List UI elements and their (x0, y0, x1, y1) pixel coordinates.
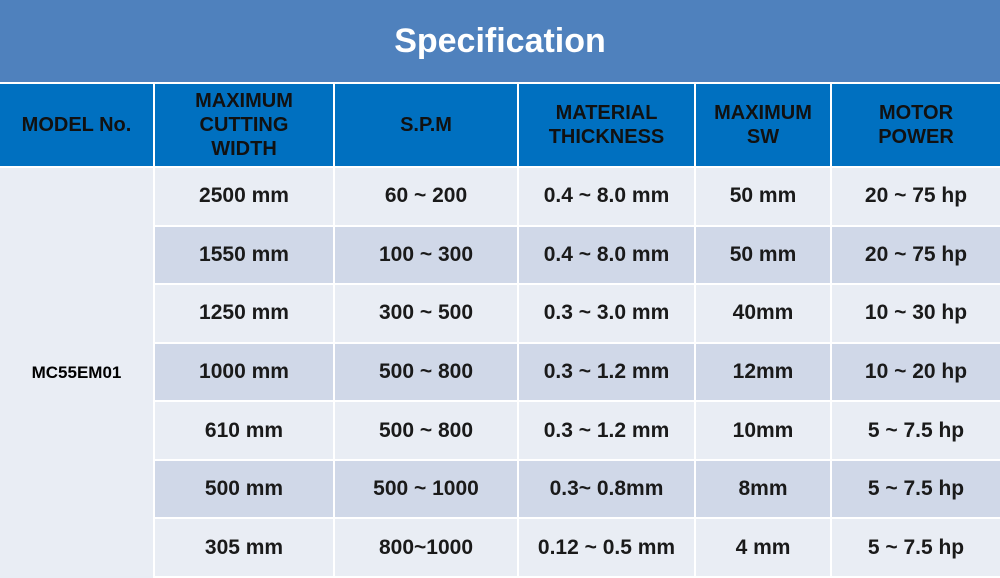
model-cell: MC55EM01 (0, 168, 153, 578)
table-cell: 12mm (696, 343, 830, 401)
header-line: MAXIMUM (195, 90, 293, 112)
table-cell: 5 ~ 7.5 hp (832, 460, 1000, 518)
column-header: S.P.M (335, 84, 517, 166)
header-line: MAXIMUM (714, 102, 812, 124)
header-line: MOTOR (878, 102, 954, 124)
table-cell: 0.3 ~ 1.2 mm (519, 343, 694, 401)
table-cell: 0.3 ~ 1.2 mm (519, 402, 694, 459)
table-cell: 10 ~ 30 hp (832, 285, 1000, 342)
header-line: MATERIAL (555, 102, 658, 124)
header-line: S.P.M (400, 114, 452, 136)
table-cell: 10 ~ 20 hp (832, 343, 1000, 401)
header-line: SW (746, 126, 780, 148)
table-cell: 0.3 ~ 3.0 mm (519, 285, 694, 342)
table-cell: 10mm (696, 402, 830, 459)
table-cell: 500 ~ 1000 (335, 460, 517, 518)
table-cell: 0.4 ~ 8.0 mm (519, 226, 694, 284)
title: Specification (0, 0, 1000, 82)
column-header: MOTOR POWER (832, 84, 1000, 166)
header-line: CUTTING (199, 114, 289, 136)
table-cell: 5 ~ 7.5 hp (832, 519, 1000, 576)
table-cell: 500 ~ 800 (335, 343, 517, 401)
table-cell: 1000 mm (155, 343, 333, 401)
table-cell: 610 mm (155, 402, 333, 459)
table-cell: 1550 mm (155, 226, 333, 284)
column-header: MATERIAL THICKNESS (519, 84, 694, 166)
header-line: MODEL No. (21, 114, 132, 136)
header-line: THICKNESS (548, 126, 665, 148)
table-cell: 20 ~ 75 hp (832, 168, 1000, 225)
table-cell: 8mm (696, 460, 830, 518)
column-header: MAXIMUM SW (696, 84, 830, 166)
table-cell: 20 ~ 75 hp (832, 226, 1000, 284)
column-header: MAXIMUM CUTTING WIDTH (155, 84, 333, 166)
header-line: POWER (878, 126, 954, 148)
table-cell: 50 mm (696, 168, 830, 225)
table-cell: 300 ~ 500 (335, 285, 517, 342)
table-cell: 500 ~ 800 (335, 402, 517, 459)
table-cell: 5 ~ 7.5 hp (832, 402, 1000, 459)
table-cell: 500 mm (155, 460, 333, 518)
table-cell: 40mm (696, 285, 830, 342)
table-cell: 0.4 ~ 8.0 mm (519, 168, 694, 225)
table-cell: 305 mm (155, 519, 333, 576)
table-cell: 60 ~ 200 (335, 168, 517, 225)
table-cell: 4 mm (696, 519, 830, 576)
table-cell: 2500 mm (155, 168, 333, 225)
table-cell: 0.12 ~ 0.5 mm (519, 519, 694, 576)
table-cell: 800~1000 (335, 519, 517, 576)
header-line: WIDTH (211, 138, 277, 160)
table-cell: 100 ~ 300 (335, 226, 517, 284)
table-cell: 1250 mm (155, 285, 333, 342)
table-cell: 50 mm (696, 226, 830, 284)
column-header: MODEL No. (0, 84, 153, 166)
table-cell: 0.3~ 0.8mm (519, 460, 694, 518)
